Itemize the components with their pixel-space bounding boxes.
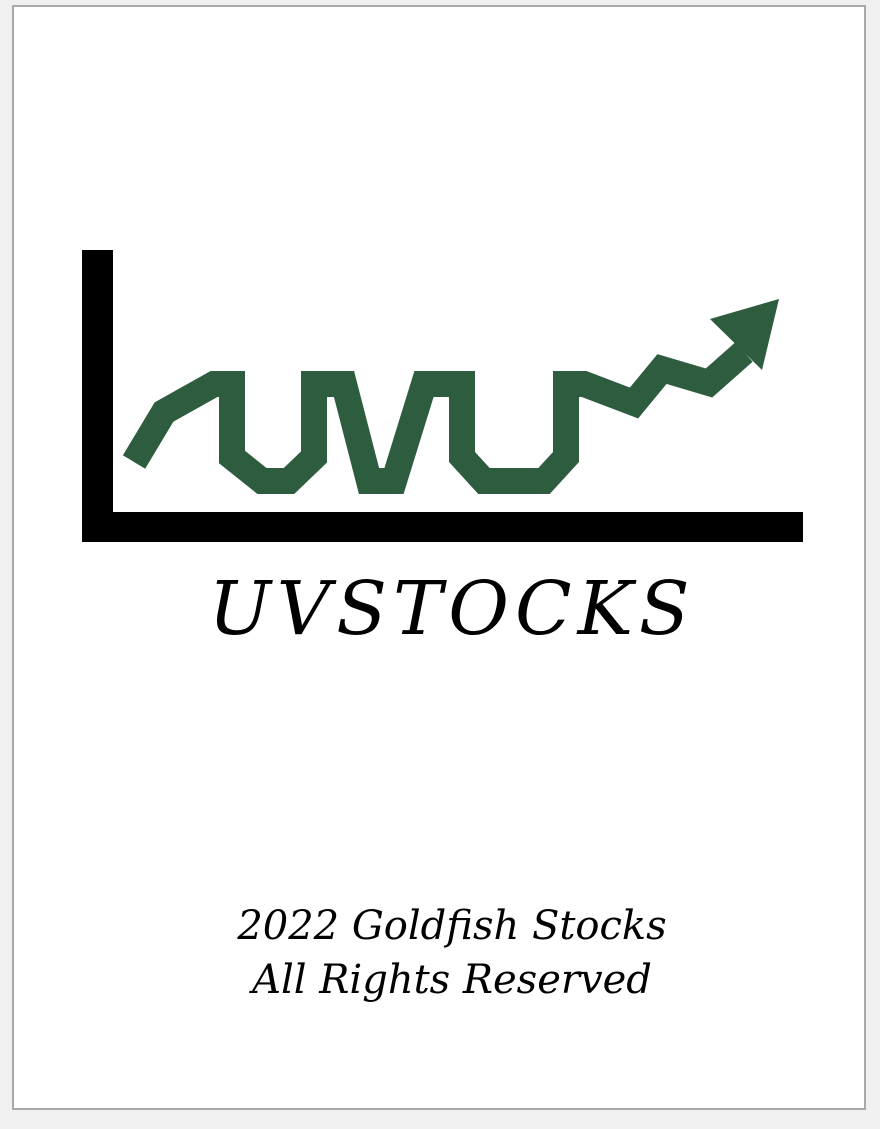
x-axis (82, 512, 803, 542)
copyright-notice: 2022 Goldfish Stocks All Rights Reserved (14, 899, 880, 1007)
brand-title: UVSTOCKS (208, 566, 696, 652)
trend-line (122, 342, 753, 494)
document-page: UVSTOCKS 2022 Goldfish Stocks All Rights… (12, 5, 866, 1110)
chart-axes (82, 250, 803, 542)
stock-chart-logo-icon (82, 250, 803, 542)
rights-line: All Rights Reserved (252, 957, 652, 1003)
trend-arrowhead (710, 299, 779, 370)
copyright-line: 2022 Goldfish Stocks (237, 903, 667, 949)
y-axis (82, 250, 113, 542)
